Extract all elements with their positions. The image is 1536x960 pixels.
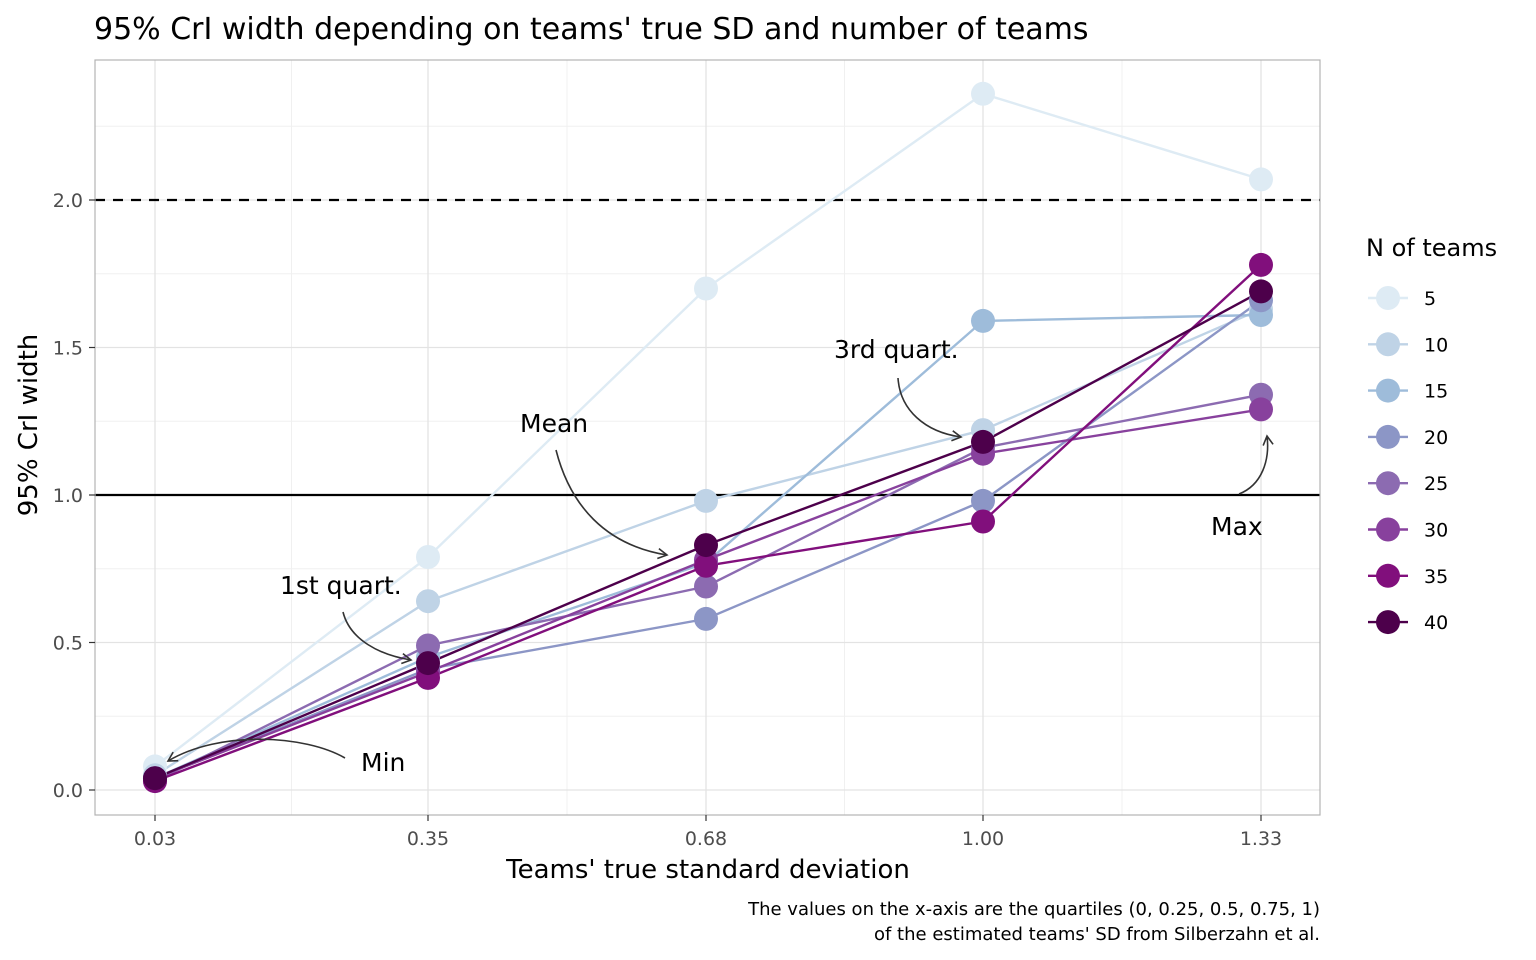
y-axis-ticks: 0.0 0.5 1.0 1.5 2.0: [53, 190, 95, 802]
legend-key-point: [1376, 378, 1400, 403]
data-point-40: [416, 651, 440, 676]
data-point-20: [694, 606, 718, 631]
legend-items: 5 10 15 20 25 30 35 40: [1368, 286, 1448, 635]
legend-item-25: 25: [1368, 471, 1448, 496]
y-tick-label: 0.0: [53, 780, 83, 802]
annotation-label: Mean: [520, 409, 588, 438]
legend-label: 30: [1424, 520, 1448, 542]
x-axis-title: Teams' true standard deviation: [505, 855, 910, 885]
legend-item-40: 40: [1368, 610, 1448, 635]
annotation-arrow: [166, 738, 346, 762]
data-point-20: [971, 488, 995, 513]
legend-item-20: 20: [1368, 424, 1448, 449]
data-point-15: [971, 308, 995, 333]
annotations: Min 1st quart. Mean 3rd quart. Max: [166, 335, 1274, 777]
data-point-5: [416, 545, 440, 569]
y-tick-label: 0.5: [53, 633, 83, 655]
legend-label: 5: [1424, 288, 1436, 310]
annotation-label: 3rd quart.: [834, 335, 959, 364]
legend-label: 15: [1424, 381, 1448, 403]
data-point-5: [971, 81, 995, 106]
panel-border: [94, 59, 1321, 816]
data-point-25: [694, 574, 718, 599]
legend-item-35: 35: [1368, 563, 1448, 588]
data-point-40: [971, 429, 995, 454]
data-point-35: [971, 509, 995, 534]
legend-label: 10: [1424, 334, 1448, 356]
legend-label: 35: [1424, 566, 1448, 588]
legend-key-point: [1376, 286, 1400, 310]
legend-item-15: 15: [1368, 378, 1448, 403]
legend-label: 40: [1424, 612, 1448, 634]
legend-item-5: 5: [1368, 286, 1436, 310]
legend-key-point: [1376, 424, 1400, 449]
legend-item-30: 30: [1368, 517, 1448, 542]
caption-line-2: of the estimated teams' SD from Silberza…: [874, 924, 1320, 945]
panel-background: [95, 60, 1320, 815]
chart-title: 95% CrI width depending on teams' true S…: [94, 12, 1089, 47]
legend-item-10: 10: [1368, 332, 1448, 357]
y-tick-label: 1.5: [53, 338, 83, 360]
x-tick-label: 0.68: [685, 828, 727, 850]
data-point-5: [1249, 167, 1273, 192]
legend-key-point: [1376, 471, 1400, 496]
data-point-40: [1249, 279, 1273, 304]
legend-key-point: [1376, 563, 1400, 588]
legend-title: N of teams: [1366, 234, 1497, 262]
x-axis-ticks: 0.03 0.35 0.68 1.00 1.33: [134, 815, 1282, 850]
annotation-label: Min: [361, 748, 405, 777]
data-point-35: [1249, 252, 1273, 277]
x-tick-label: 0.35: [407, 828, 449, 850]
y-axis-title: 95% CrI width: [14, 334, 44, 517]
annotation-arrow: [1238, 434, 1274, 495]
data-point-10: [416, 589, 440, 614]
series-points: [143, 81, 1273, 794]
y-tick-label: 2.0: [53, 190, 83, 212]
annotation-label: Max: [1211, 512, 1263, 541]
data-point-35: [694, 553, 718, 578]
legend-key-point: [1376, 332, 1400, 357]
legend-label: 20: [1424, 427, 1448, 449]
legend-key-point: [1376, 610, 1400, 635]
data-point-5: [694, 276, 718, 301]
x-tick-label: 0.03: [134, 828, 176, 850]
annotation-arrow: [897, 377, 963, 442]
x-tick-label: 1.00: [962, 828, 1004, 850]
caption-line-1: The values on the x-axis are the quartil…: [747, 899, 1320, 920]
legend: N of teams 5 10 15 20 25 30 35 40: [1366, 234, 1497, 635]
data-point-25: [416, 633, 440, 658]
annotation-arrow: [342, 611, 413, 665]
legend-key-point: [1376, 517, 1400, 542]
x-tick-label: 1.33: [1240, 828, 1282, 850]
data-point-10: [694, 488, 718, 513]
data-point-40: [694, 533, 718, 558]
plot-panel: Min 1st quart. Mean 3rd quart. Max: [94, 59, 1321, 816]
data-point-40: [143, 766, 167, 791]
y-tick-label: 1.0: [53, 485, 83, 507]
data-point-30: [1249, 397, 1273, 422]
annotation-arrow: [555, 449, 669, 560]
legend-label: 25: [1424, 473, 1448, 495]
annotation-label: 1st quart.: [280, 571, 402, 600]
